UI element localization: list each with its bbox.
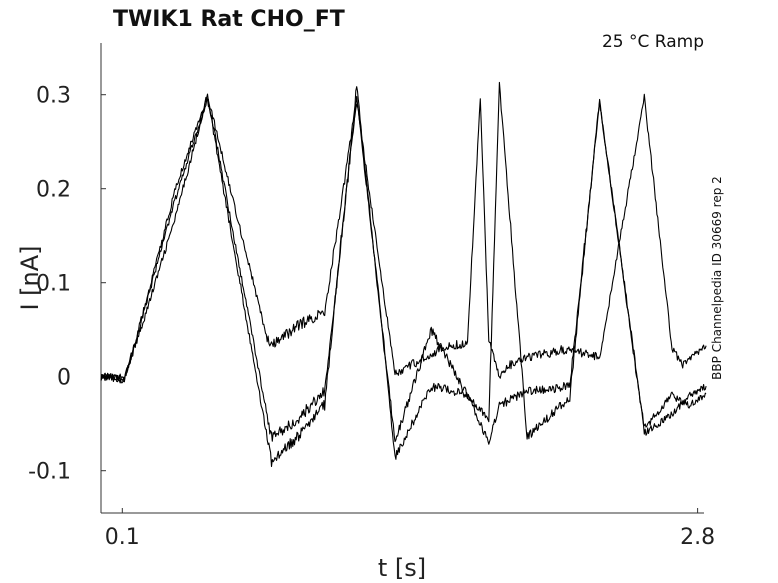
y-tick-label: 0.1 bbox=[36, 272, 71, 297]
current-traces bbox=[100, 81, 707, 468]
x-axis-ticks: 0.1 2.8 bbox=[105, 508, 715, 550]
y-axis-label: I [nA] bbox=[16, 245, 44, 310]
plot-area: 0.3 0.2 0.1 0 -0.1 0.1 2.8 bbox=[28, 43, 715, 550]
x-tick-label: 2.8 bbox=[680, 525, 715, 550]
y-tick-label: 0 bbox=[57, 366, 71, 391]
y-tick-label: 0.3 bbox=[36, 84, 71, 109]
y-tick-label: -0.1 bbox=[28, 460, 71, 485]
x-axis-label: t [s] bbox=[378, 554, 426, 582]
x-tick-label: 0.1 bbox=[105, 525, 140, 550]
chart-subtitle: 25 °C Ramp bbox=[602, 32, 704, 52]
y-axis-ticks: 0.3 0.2 0.1 0 -0.1 bbox=[28, 84, 106, 485]
current-trace-3 bbox=[100, 81, 707, 468]
y-tick-label: 0.2 bbox=[36, 178, 71, 203]
current-trace-1 bbox=[100, 93, 707, 383]
chart-title: TWIK1 Rat CHO_FT bbox=[113, 7, 345, 32]
channelpedia-id-note: BBP Channelpedia ID 30669 rep 2 bbox=[710, 176, 724, 380]
